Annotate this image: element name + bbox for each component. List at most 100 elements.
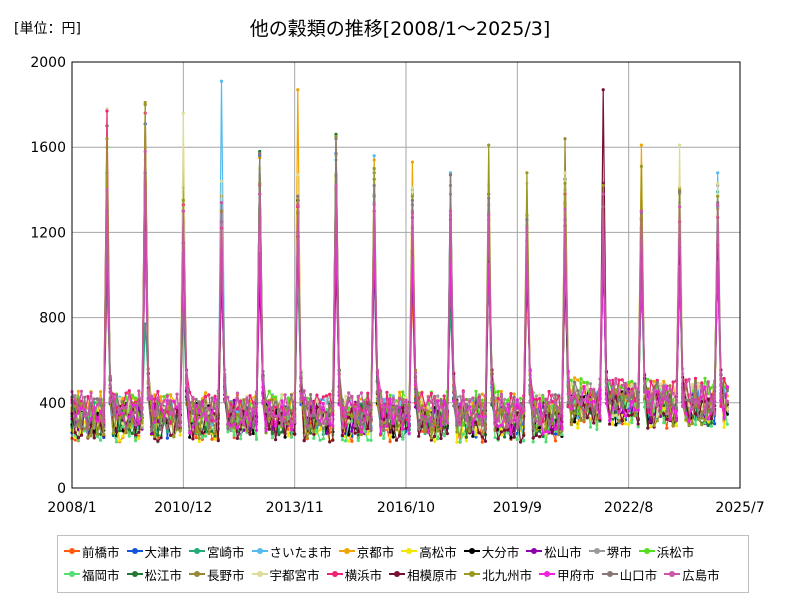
data-point xyxy=(207,431,211,435)
data-point xyxy=(99,438,103,442)
data-point xyxy=(410,198,414,202)
data-point xyxy=(264,428,268,433)
data-point xyxy=(480,440,484,444)
data-point xyxy=(439,405,443,409)
data-point xyxy=(379,389,383,393)
legend-label: 福岡市 xyxy=(82,567,120,583)
data-point xyxy=(289,408,294,412)
data-point xyxy=(274,414,278,419)
data-point xyxy=(560,432,564,437)
data-point xyxy=(92,411,96,415)
data-point xyxy=(89,434,93,438)
data-point xyxy=(439,399,443,403)
data-point xyxy=(398,390,402,394)
y-axis-ticks: 0 400 800 1200 1600 2000 xyxy=(30,55,66,497)
data-point xyxy=(153,437,157,441)
data-point xyxy=(162,418,166,422)
data-point xyxy=(398,416,402,421)
data-point xyxy=(604,380,609,384)
data-point xyxy=(366,405,370,409)
data-point xyxy=(588,403,593,407)
data-point xyxy=(254,428,259,432)
legend-label: 堺市 xyxy=(606,544,632,560)
data-point xyxy=(515,425,519,429)
data-point xyxy=(372,154,376,158)
data-point xyxy=(655,381,659,385)
data-point xyxy=(254,390,259,394)
series-20 xyxy=(70,149,729,429)
data-point xyxy=(245,429,249,433)
data-point xyxy=(550,413,554,418)
legend-marker xyxy=(338,546,355,556)
data-point xyxy=(684,398,688,402)
legend-marker xyxy=(401,546,418,556)
data-point xyxy=(219,179,224,183)
data-point xyxy=(461,390,465,394)
data-point xyxy=(79,425,84,429)
data-point xyxy=(503,397,507,401)
data-point xyxy=(264,431,268,435)
data-point xyxy=(210,415,214,419)
data-point xyxy=(118,397,122,401)
data-point xyxy=(258,192,262,196)
data-point xyxy=(92,436,96,440)
data-point xyxy=(270,398,274,402)
data-point xyxy=(235,407,239,411)
data-point xyxy=(611,417,615,421)
data-point xyxy=(404,395,408,399)
data-point xyxy=(668,417,672,422)
data-point xyxy=(248,411,252,415)
data-point xyxy=(474,433,478,437)
data-point xyxy=(366,412,370,417)
data-point xyxy=(267,401,271,405)
data-point xyxy=(239,420,243,424)
data-point xyxy=(512,403,516,407)
data-point xyxy=(636,387,640,391)
data-point xyxy=(188,407,192,411)
data-point xyxy=(124,431,128,435)
data-point xyxy=(127,424,131,428)
data-point xyxy=(232,426,236,430)
data-point xyxy=(312,436,316,440)
data-point xyxy=(716,181,720,185)
data-point xyxy=(620,410,624,414)
data-point xyxy=(598,418,602,422)
data-point xyxy=(305,436,309,440)
data-point xyxy=(658,400,663,404)
data-point xyxy=(178,429,182,433)
data-point xyxy=(159,427,163,431)
data-point xyxy=(674,424,679,428)
data-point xyxy=(693,376,698,380)
data-point xyxy=(105,188,109,192)
data-point xyxy=(464,419,468,423)
data-point xyxy=(388,440,392,444)
data-point xyxy=(480,435,484,439)
data-point xyxy=(601,183,605,188)
data-point xyxy=(366,438,370,442)
data-point xyxy=(248,394,252,398)
data-point xyxy=(366,391,370,395)
legend-marker xyxy=(664,569,681,579)
data-point xyxy=(668,397,672,401)
legend-marker xyxy=(389,569,406,579)
data-point xyxy=(493,390,497,395)
data-point xyxy=(646,377,650,382)
data-point xyxy=(633,384,637,388)
data-point xyxy=(499,423,503,427)
data-point xyxy=(134,433,138,437)
data-point xyxy=(366,426,370,431)
data-point xyxy=(76,419,80,423)
data-point xyxy=(83,395,87,399)
data-point xyxy=(461,432,465,436)
data-point xyxy=(429,438,433,442)
data-point xyxy=(464,435,468,439)
data-point xyxy=(509,392,513,396)
data-point xyxy=(356,438,360,443)
data-point xyxy=(598,416,602,420)
data-point xyxy=(344,406,348,410)
data-point xyxy=(242,423,246,427)
data-point xyxy=(646,404,650,408)
data-point xyxy=(477,418,481,422)
data-point xyxy=(690,421,694,425)
